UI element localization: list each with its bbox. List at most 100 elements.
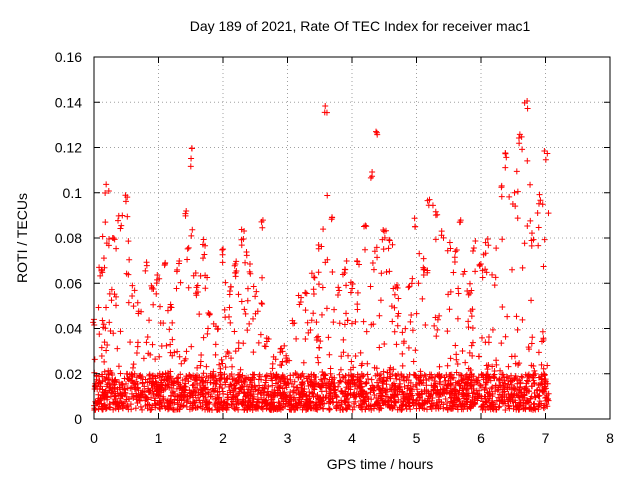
data-point	[242, 393, 249, 400]
data-point	[110, 330, 117, 337]
data-point	[222, 379, 229, 386]
data-point	[184, 245, 191, 252]
data-point	[405, 377, 412, 384]
data-point	[458, 377, 465, 384]
data-point-peak	[156, 275, 163, 282]
data-point	[103, 304, 110, 311]
data-point	[156, 374, 163, 381]
data-point	[142, 376, 149, 383]
data-point	[118, 400, 125, 407]
data-point	[278, 362, 285, 369]
data-point	[432, 314, 439, 321]
data-point	[147, 387, 154, 394]
data-point	[103, 347, 110, 354]
data-point	[359, 406, 366, 413]
data-point	[157, 405, 164, 412]
data-point-peak	[524, 105, 531, 112]
data-point-peak	[175, 260, 182, 267]
data-point	[357, 398, 364, 405]
data-point	[326, 406, 333, 413]
data-point	[410, 358, 417, 365]
data-point	[199, 378, 206, 385]
data-point	[100, 321, 107, 328]
data-point	[497, 367, 504, 374]
data-point	[229, 363, 236, 370]
data-point	[270, 393, 277, 400]
data-point	[126, 256, 133, 263]
data-point	[182, 380, 189, 387]
data-point-peak	[258, 218, 265, 225]
data-point	[140, 355, 147, 362]
data-point-peak	[115, 217, 122, 224]
data-point	[313, 336, 320, 343]
data-point	[164, 374, 171, 381]
data-point-peak	[142, 267, 149, 274]
data-point	[250, 393, 257, 400]
data-point	[283, 394, 290, 401]
data-point	[498, 340, 505, 347]
data-point	[287, 389, 294, 396]
data-point	[425, 388, 432, 395]
data-point	[220, 398, 227, 405]
data-point	[385, 245, 392, 252]
data-point	[467, 307, 474, 314]
data-point	[419, 380, 426, 387]
data-point	[112, 376, 119, 383]
data-point	[483, 379, 490, 386]
data-point	[374, 254, 381, 261]
data-point	[495, 394, 502, 401]
data-point	[116, 384, 123, 391]
data-point	[303, 375, 310, 382]
data-point	[338, 353, 345, 360]
data-point	[315, 359, 322, 366]
data-point	[128, 373, 135, 380]
data-point	[482, 266, 489, 273]
x-tick-label: 0	[90, 430, 98, 446]
data-point	[379, 396, 386, 403]
data-point	[540, 404, 547, 411]
data-point	[109, 371, 116, 378]
data-point	[477, 382, 484, 389]
x-tick-label: 3	[284, 430, 292, 446]
data-point-peak	[188, 155, 195, 162]
data-point	[240, 389, 247, 396]
data-point-peak	[408, 280, 415, 287]
data-point-peak	[469, 247, 476, 254]
data-point	[127, 401, 134, 408]
data-point	[264, 388, 271, 395]
data-point	[94, 400, 101, 407]
data-point	[514, 326, 521, 333]
data-point-peak	[154, 272, 161, 279]
data-point	[531, 400, 538, 407]
data-point	[281, 373, 288, 380]
data-point	[378, 270, 385, 277]
data-point	[331, 374, 338, 381]
data-point	[496, 403, 503, 410]
data-point	[91, 356, 98, 363]
data-point	[447, 355, 454, 362]
data-point	[138, 394, 145, 401]
data-point	[244, 285, 251, 292]
data-point	[491, 367, 498, 374]
data-point	[373, 244, 380, 251]
data-point	[217, 375, 224, 382]
data-point	[343, 282, 350, 289]
data-point-peak	[489, 271, 496, 278]
data-point	[99, 317, 106, 324]
data-point	[484, 395, 491, 402]
data-point	[513, 391, 520, 398]
data-point	[101, 368, 108, 375]
data-point	[528, 383, 535, 390]
data-point	[492, 388, 499, 395]
data-point	[519, 264, 526, 271]
data-point	[505, 363, 512, 370]
data-point	[293, 404, 300, 411]
data-point	[332, 386, 339, 393]
data-point	[387, 364, 394, 371]
data-point-peak	[349, 280, 356, 287]
data-point	[454, 315, 461, 322]
data-point-peak	[444, 247, 451, 254]
data-point	[126, 396, 133, 403]
data-point	[204, 325, 211, 332]
data-point-peak	[405, 284, 412, 291]
